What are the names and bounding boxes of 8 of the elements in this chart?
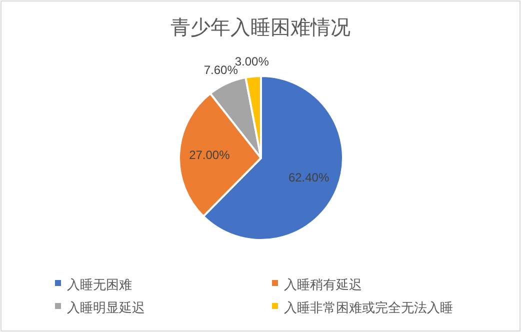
data-label: 62.40% — [288, 170, 330, 185]
legend-label: 入睡明显延迟 — [67, 300, 145, 315]
data-label: 3.00% — [234, 54, 270, 69]
chart-title: 青少年入睡困难情况 — [170, 17, 350, 39]
data-label: 27.00% — [189, 148, 230, 162]
legend-label: 入睡无困难 — [67, 277, 132, 292]
legend-label: 入睡非常困难或完全无法入睡 — [284, 300, 453, 315]
legend-label: 入睡稍有延迟 — [284, 277, 362, 292]
